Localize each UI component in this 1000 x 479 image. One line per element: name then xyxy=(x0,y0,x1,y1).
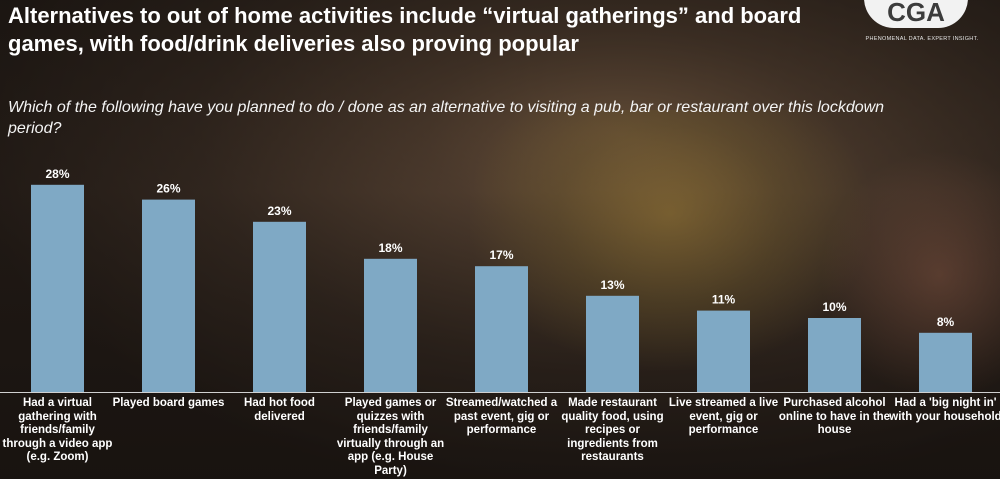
cga-logo: CGA PHENOMENAL DATA. EXPERT INSIGHT. xyxy=(856,0,988,50)
data-label-5: 17% xyxy=(489,248,513,262)
data-label-7: 11% xyxy=(712,293,736,307)
bar-6 xyxy=(586,295,639,392)
category-label-1: Had a virtual gathering with friends/fam… xyxy=(2,397,113,463)
category-label-4: Played games or quizzes with friends/fam… xyxy=(336,397,445,477)
category-label-9: Had a 'big night in' with your household xyxy=(889,397,1000,423)
category-label-3: Had hot food delivered xyxy=(244,397,315,423)
data-label-8: 10% xyxy=(822,300,846,314)
category-label-8: Purchased alcohol online to have in the … xyxy=(778,397,891,436)
category-label-5: Streamed/watched a past event, gig or pe… xyxy=(445,397,558,436)
data-label-4: 18% xyxy=(378,241,402,255)
bar-2 xyxy=(142,199,195,392)
category-label-6: Made restaurant quality food, using reci… xyxy=(561,397,664,463)
bar-9 xyxy=(919,332,972,392)
data-label-6: 13% xyxy=(600,278,624,292)
category-label-2: Played board games xyxy=(112,397,225,409)
category-label-7: Live streamed a live event, gig or perfo… xyxy=(668,397,779,436)
data-label-3: 23% xyxy=(267,204,291,218)
cga-logo-tagline: PHENOMENAL DATA. EXPERT INSIGHT. xyxy=(865,36,979,42)
bar-4 xyxy=(364,258,417,392)
background-photo-detail xyxy=(470,110,870,370)
bar-1 xyxy=(31,184,84,392)
data-label-2: 26% xyxy=(156,182,180,196)
page-title: Alternatives to out of home activities i… xyxy=(8,3,802,56)
bar-7 xyxy=(697,310,750,392)
bar-5 xyxy=(475,266,528,392)
bar-3 xyxy=(253,221,306,392)
cga-logo-mark: CGA xyxy=(864,0,968,28)
survey-question: Which of the following have you planned … xyxy=(8,99,885,137)
bar-8 xyxy=(808,318,861,392)
data-label-9: 8% xyxy=(937,315,955,329)
data-label-1: 28% xyxy=(45,167,69,181)
